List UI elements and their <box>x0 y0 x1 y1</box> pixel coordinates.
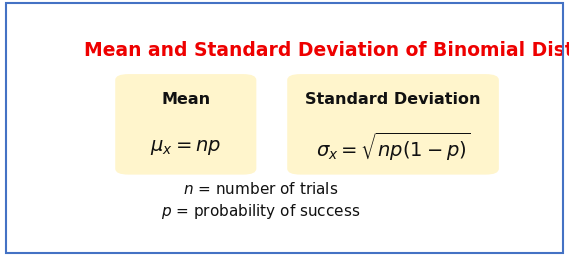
Text: Standard Deviation: Standard Deviation <box>306 92 481 107</box>
FancyBboxPatch shape <box>287 74 499 175</box>
Text: Mean and Standard Deviation of Binomial Distribution: Mean and Standard Deviation of Binomial … <box>84 41 569 60</box>
Text: $n$ = number of trials: $n$ = number of trials <box>183 182 339 197</box>
Text: Mean: Mean <box>161 92 211 107</box>
Text: $\sigma_x = \sqrt{np(1-p)}$: $\sigma_x = \sqrt{np(1-p)}$ <box>316 131 471 163</box>
Text: $\mu_x = np$: $\mu_x = np$ <box>150 137 221 156</box>
Text: $p$ = probability of success: $p$ = probability of success <box>161 201 360 221</box>
FancyBboxPatch shape <box>115 74 257 175</box>
